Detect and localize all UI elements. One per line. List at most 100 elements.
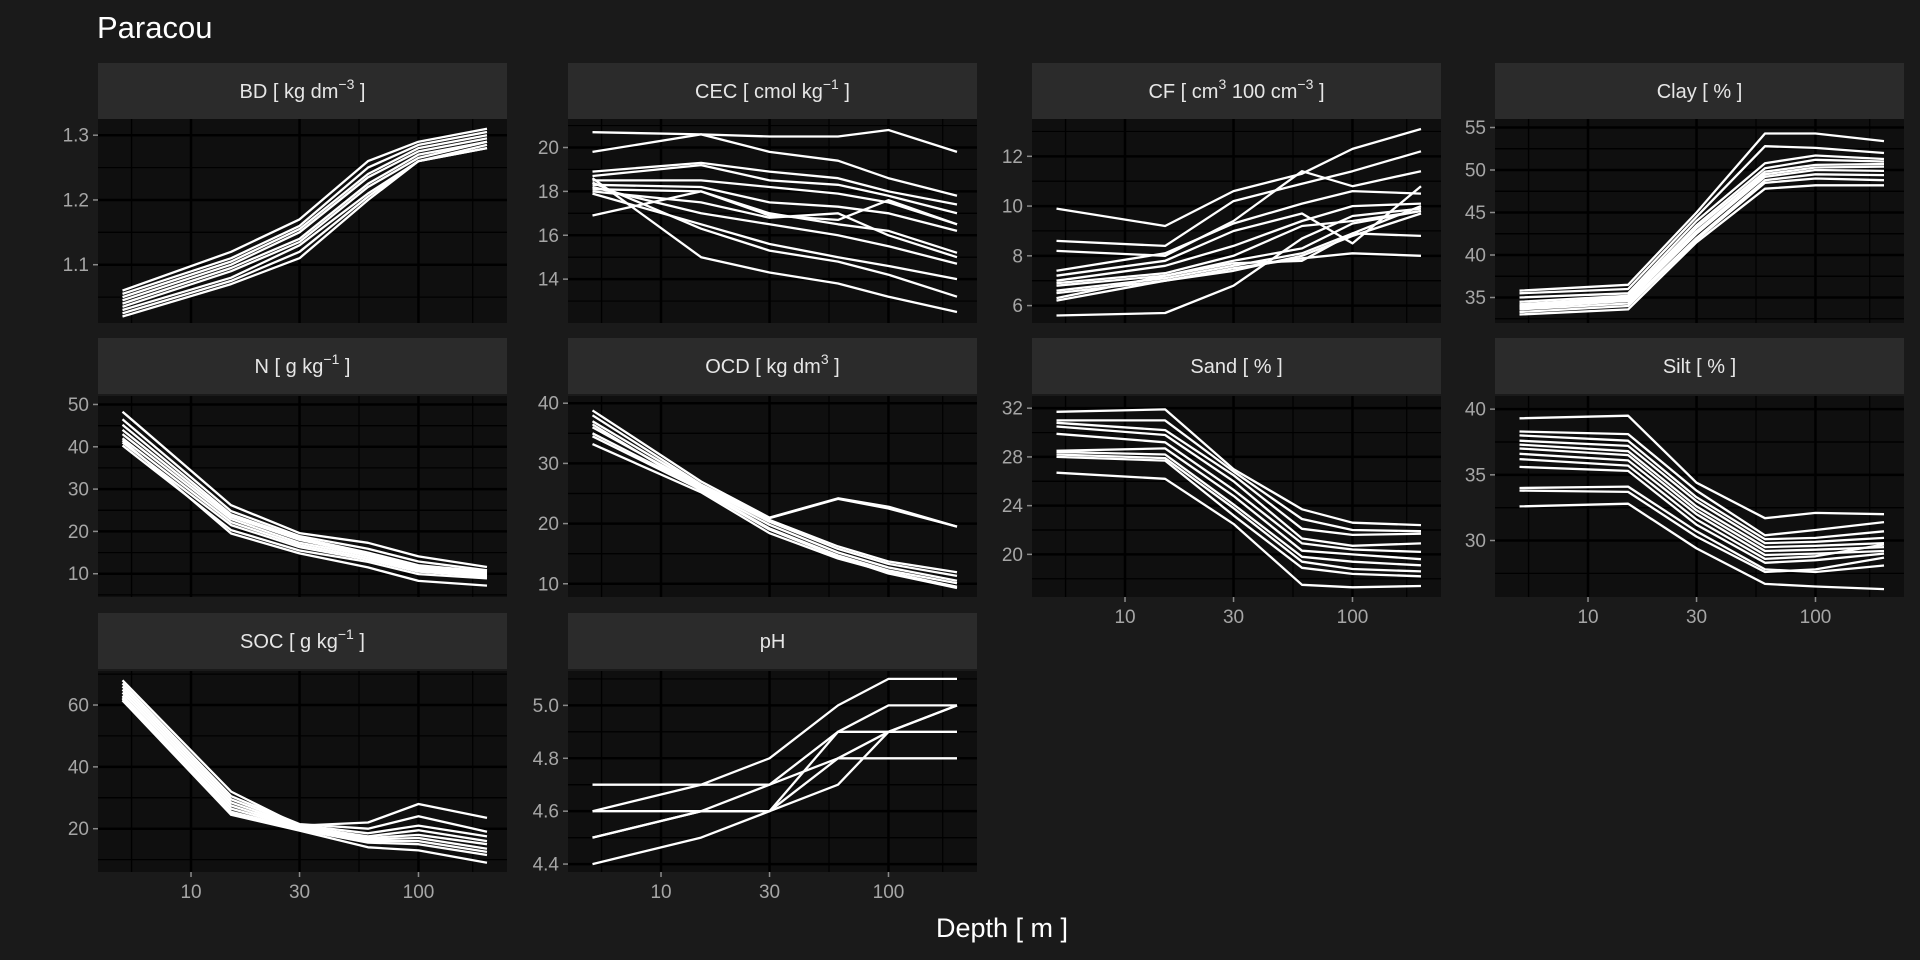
y-tick-label: 14 bbox=[538, 270, 560, 291]
series-line-3 bbox=[1519, 434, 1885, 541]
series-line-7 bbox=[592, 443, 958, 588]
series-line-6 bbox=[121, 694, 488, 850]
series-line-7 bbox=[1056, 209, 1422, 285]
y-tick-label: 40 bbox=[538, 394, 559, 415]
series-line-2 bbox=[1056, 150, 1422, 248]
facet-panel-7: Sand [ % ] 20 24 28 32 10 30 100 bbox=[1002, 338, 1441, 628]
facet-strip-label: CEC [ cmol kg−1 ] bbox=[695, 76, 850, 103]
series-line-4 bbox=[1519, 158, 1885, 303]
series-line-4 bbox=[1519, 439, 1885, 545]
series-line-12 bbox=[1519, 502, 1885, 591]
y-tick-label: 12 bbox=[1002, 147, 1023, 168]
facet-strip bbox=[1495, 338, 1904, 394]
x-tick-label: 30 bbox=[1223, 607, 1244, 628]
series-line-9 bbox=[1056, 455, 1422, 578]
y-tick-label: 20 bbox=[68, 819, 89, 840]
facet-strip-label: Sand [ % ] bbox=[1190, 356, 1282, 378]
facet-strip-label: BD [ kg dm−3 ] bbox=[239, 76, 365, 103]
facet-panel-2: CEC [ cmol kg−1 ] 14 16 18 20 bbox=[538, 63, 977, 323]
series-line-4 bbox=[591, 426, 958, 578]
series-line-5 bbox=[121, 433, 488, 576]
y-tick-label: 40 bbox=[68, 757, 89, 778]
y-tick-label: 20 bbox=[538, 138, 559, 159]
series-line-5 bbox=[592, 179, 958, 226]
panel-background bbox=[1495, 396, 1904, 597]
x-tick-label: 10 bbox=[180, 882, 201, 903]
series-line-2 bbox=[1056, 419, 1422, 533]
y-tick-label: 10 bbox=[1002, 197, 1023, 218]
x-tick-label: 30 bbox=[759, 882, 780, 903]
facet-panel-6: OCD [ kg dm3 ] 10 20 30 40 bbox=[538, 338, 977, 597]
facet-strip bbox=[1495, 63, 1904, 119]
series-line-13 bbox=[1056, 207, 1422, 317]
series-line-8 bbox=[591, 423, 958, 590]
facet-strip-label: OCD [ kg dm3 ] bbox=[705, 351, 840, 378]
facet-strip-label: SOC [ g kg−1 ] bbox=[240, 626, 365, 653]
y-tick-label: 18 bbox=[538, 182, 559, 203]
y-tick-label: 4.6 bbox=[533, 802, 559, 823]
series-line-2 bbox=[122, 130, 488, 295]
series-line-7 bbox=[1519, 168, 1885, 309]
series-line-6 bbox=[1519, 165, 1885, 308]
facet-strip bbox=[568, 338, 977, 394]
y-tick-label: 50 bbox=[68, 395, 89, 416]
facet-strip bbox=[98, 338, 507, 394]
y-tick-label: 55 bbox=[1465, 118, 1486, 139]
y-tick-label: 4.8 bbox=[533, 749, 559, 770]
series-line-2 bbox=[592, 133, 958, 197]
series-line-8 bbox=[1519, 173, 1885, 311]
series-line-9 bbox=[122, 146, 488, 318]
facet-strip-label: Silt [ % ] bbox=[1663, 356, 1736, 378]
y-tick-label: 1.2 bbox=[63, 190, 89, 211]
x-tick-label: 100 bbox=[1337, 607, 1369, 628]
facet-strip bbox=[1032, 338, 1441, 394]
series-line-4 bbox=[1056, 425, 1422, 547]
x-tick-label: 100 bbox=[1800, 607, 1832, 628]
series-line-3 bbox=[121, 685, 488, 838]
y-tick-label: 20 bbox=[1002, 545, 1023, 566]
series-line-8 bbox=[1519, 457, 1885, 561]
series-line-3 bbox=[1519, 154, 1885, 299]
series-line-9 bbox=[1519, 177, 1885, 314]
series-line-4 bbox=[121, 429, 488, 575]
series-line-11 bbox=[592, 181, 958, 298]
series-line-6 bbox=[592, 704, 958, 866]
series-line-4 bbox=[1056, 189, 1422, 272]
y-tick-label: 60 bbox=[68, 696, 89, 717]
series-line-1 bbox=[121, 679, 488, 827]
series-line-6 bbox=[121, 437, 488, 577]
x-axis-label: Depth [ m ] bbox=[936, 913, 1068, 943]
series-line-6 bbox=[122, 140, 488, 308]
series-line-13 bbox=[591, 177, 958, 314]
series-line-8 bbox=[121, 444, 488, 580]
series-line-5 bbox=[122, 140, 488, 305]
x-tick-label: 100 bbox=[873, 882, 905, 903]
facet-panel-8: Silt [ % ] 30 35 40 10 30 100 bbox=[1465, 338, 1904, 628]
y-tick-label: 10 bbox=[538, 574, 559, 595]
panel-background bbox=[568, 396, 977, 597]
series-line-10 bbox=[1519, 485, 1885, 574]
y-tick-label: 5.0 bbox=[533, 696, 559, 717]
series-line-1 bbox=[592, 128, 958, 153]
y-tick-label: 1.3 bbox=[63, 126, 89, 147]
facet-strip-label: CF [ cm3 100 cm−3 ] bbox=[1148, 76, 1324, 103]
facet-strip bbox=[568, 63, 977, 119]
facet-panel-9: SOC [ g kg−1 ] 20 40 60 10 30 100 bbox=[68, 613, 507, 903]
y-tick-label: 10 bbox=[68, 564, 89, 585]
facet-strip bbox=[98, 63, 507, 119]
x-tick-label: 30 bbox=[1686, 607, 1707, 628]
y-tick-label: 32 bbox=[1002, 399, 1023, 420]
series-line-2 bbox=[1519, 145, 1885, 295]
facet-strip-label: N [ g kg−1 ] bbox=[254, 351, 350, 378]
y-tick-label: 4.4 bbox=[533, 855, 560, 876]
y-tick-label: 16 bbox=[538, 226, 559, 247]
series-line-1 bbox=[1056, 127, 1422, 228]
facet-panel-3: CF [ cm3 100 cm−3 ] 6 8 10 12 bbox=[1002, 63, 1441, 323]
y-tick-label: 8 bbox=[1012, 246, 1023, 267]
series-line-10 bbox=[592, 192, 958, 281]
series-line-6 bbox=[592, 183, 958, 233]
series-line-1 bbox=[1519, 414, 1885, 520]
y-tick-label: 24 bbox=[1002, 496, 1024, 517]
y-tick-label: 30 bbox=[68, 480, 89, 501]
series-line-1 bbox=[122, 127, 488, 292]
